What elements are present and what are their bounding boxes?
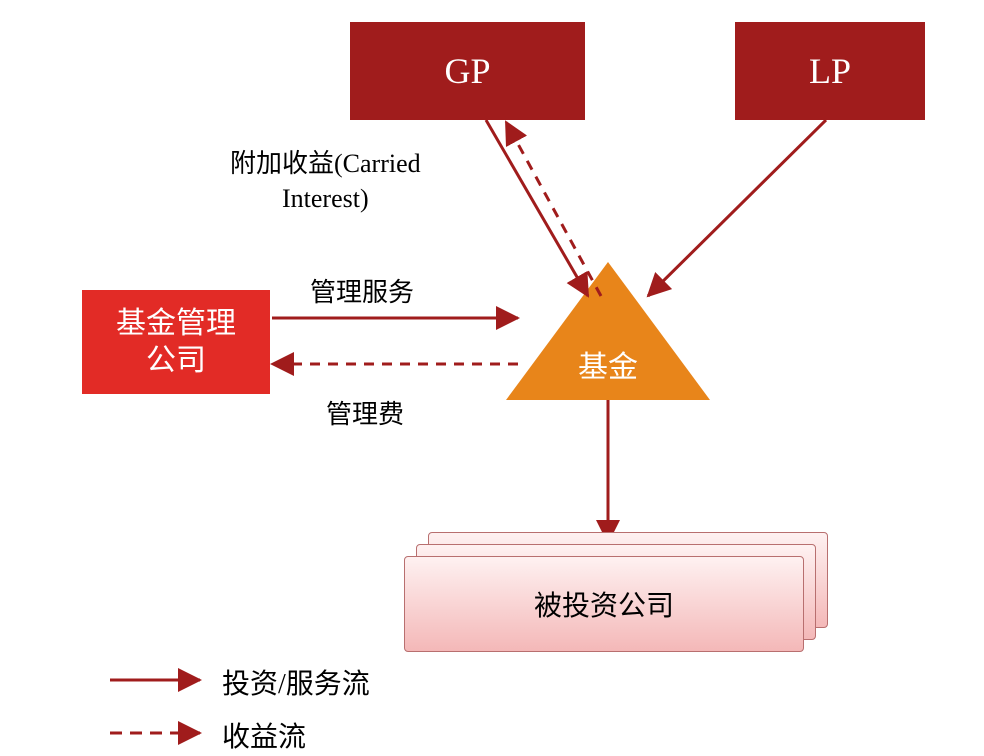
edge-gp-to-fund xyxy=(486,120,588,296)
mgmt-fee-label: 管理费 xyxy=(326,394,404,431)
gp-label: GP xyxy=(444,50,490,92)
lp-label: LP xyxy=(809,50,851,92)
lp-box: LP xyxy=(735,22,925,120)
fund-label: 基金 xyxy=(578,342,638,386)
carried-interest-label: 附加收益(Carried Interest) xyxy=(230,146,421,216)
mgmt-company-box: 基金管理 公司 xyxy=(82,290,270,394)
invested-card-front: 被投资公司 xyxy=(404,556,804,652)
mgmt-label-line2: 公司 xyxy=(146,342,206,380)
legend-solid-label: 投资/服务流 xyxy=(222,662,370,702)
legend-dashed-label: 收益流 xyxy=(222,715,306,755)
mgmt-service-label: 管理服务 xyxy=(310,272,414,309)
gp-box: GP xyxy=(350,22,585,120)
edge-lp-to-fund xyxy=(648,120,826,296)
invested-label: 被投资公司 xyxy=(534,584,674,624)
edge-fund-to-gp xyxy=(506,122,601,296)
mgmt-label-line1: 基金管理 xyxy=(116,305,236,343)
